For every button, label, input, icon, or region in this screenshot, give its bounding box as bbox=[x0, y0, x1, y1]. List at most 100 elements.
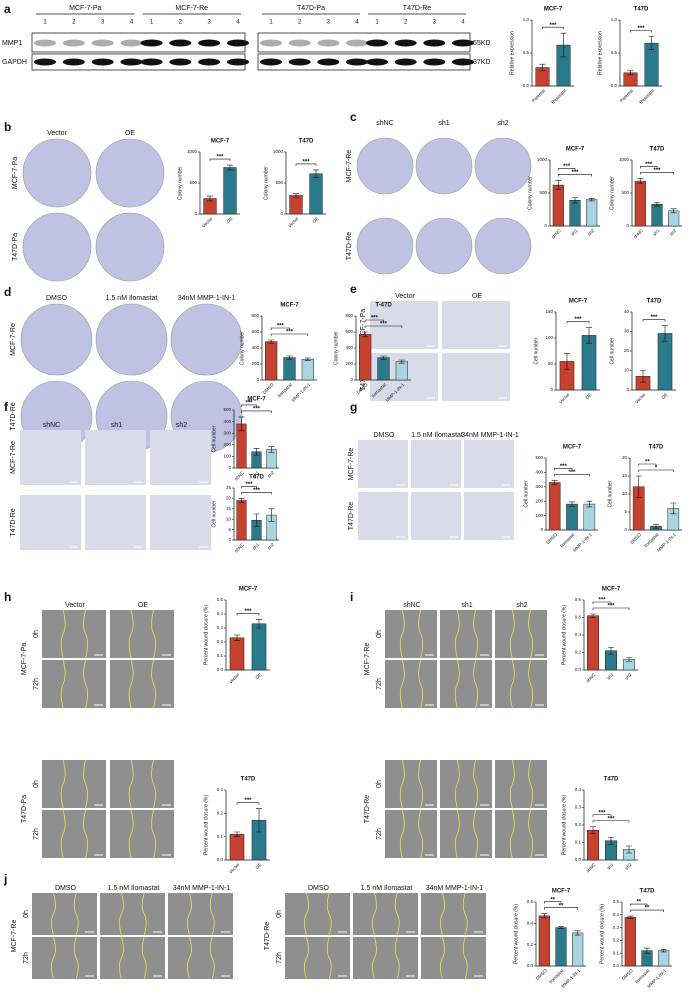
significance-bracket bbox=[241, 492, 272, 495]
y-tick-label: 1000 bbox=[537, 157, 548, 162]
y-axis-label: Cell number bbox=[523, 480, 529, 507]
error-bar bbox=[569, 501, 575, 507]
wound-edge bbox=[304, 936, 309, 980]
time-label: 0h bbox=[376, 780, 383, 788]
wound-edge bbox=[399, 759, 405, 809]
significance-bracket bbox=[592, 601, 612, 604]
significance-label: *** bbox=[560, 464, 568, 470]
significance-bracket bbox=[592, 820, 630, 823]
wound-edge bbox=[128, 659, 134, 709]
row-label: MCF-7-Re bbox=[346, 150, 353, 183]
transwell-image bbox=[442, 301, 510, 349]
bar bbox=[538, 915, 550, 967]
y-tick-label: 0 bbox=[194, 211, 197, 216]
significance-label: *** bbox=[571, 170, 579, 176]
transwell-image bbox=[411, 440, 461, 488]
wound-edge bbox=[151, 659, 156, 709]
wound-edge bbox=[119, 892, 124, 936]
chart-title: T47D bbox=[650, 147, 665, 153]
y-tick-label: 0.3 bbox=[217, 625, 224, 630]
y-tick-label: 600 bbox=[345, 329, 353, 334]
column-label: 1.5 nM Ilomastat bbox=[108, 885, 160, 892]
x-tick-label: OE bbox=[660, 392, 668, 400]
y-tick-label: 15 bbox=[226, 506, 232, 511]
x-tick-label: Vector bbox=[287, 216, 300, 229]
y-tick-label: 10 bbox=[226, 516, 232, 521]
y-tick-label: 15 bbox=[622, 473, 628, 478]
wound-image bbox=[285, 937, 350, 979]
significance-bracket bbox=[241, 410, 272, 413]
y-tick-label: 50 bbox=[548, 361, 554, 366]
chart-title: T47D bbox=[604, 777, 619, 783]
bar bbox=[658, 950, 670, 967]
y-tick-label: 40 bbox=[624, 309, 630, 314]
x-tick-label: OE bbox=[254, 672, 262, 680]
bar bbox=[657, 333, 673, 391]
row-label: MCF-7-Pa bbox=[21, 643, 28, 675]
y-tick-label: 0.0 bbox=[611, 83, 618, 88]
y-tick-label: 400 bbox=[223, 419, 231, 424]
band bbox=[423, 39, 446, 47]
wound-edge bbox=[83, 809, 88, 859]
y-axis-label: Percent wound closure (%) bbox=[599, 904, 605, 964]
column-label: shNC bbox=[43, 422, 61, 429]
blot-row-label: MMP1 bbox=[2, 40, 22, 47]
bar bbox=[581, 335, 597, 391]
wound-edge bbox=[51, 892, 56, 936]
wound-edge bbox=[187, 936, 192, 980]
row-label: T47D-Re bbox=[10, 508, 17, 537]
colony-image bbox=[22, 212, 92, 282]
band bbox=[198, 58, 221, 66]
time-label: 0h bbox=[33, 630, 40, 638]
y-tick-label: 1000 bbox=[619, 157, 630, 162]
significance-label: *** bbox=[277, 324, 285, 330]
wound-image bbox=[385, 660, 437, 708]
error-bar bbox=[608, 836, 614, 845]
y-axis-label: Colony number bbox=[333, 331, 339, 365]
significance-bracket bbox=[630, 909, 664, 913]
significance-label: *** bbox=[380, 322, 388, 328]
error-bar bbox=[555, 180, 562, 190]
column-label: DMSO bbox=[46, 295, 68, 302]
lane-label: 1 bbox=[375, 20, 379, 26]
error-bar bbox=[660, 949, 667, 953]
x-tick-label: shNC bbox=[632, 227, 644, 239]
wound-edge bbox=[151, 609, 156, 659]
wound-edge bbox=[326, 892, 332, 936]
lane-label: 1 bbox=[150, 20, 154, 26]
wound-image bbox=[100, 893, 165, 935]
chart-title: MCF-7 bbox=[239, 587, 258, 593]
x-tick-label: Ilomastat bbox=[277, 381, 294, 398]
error-bar bbox=[256, 808, 262, 833]
y-tick-label: 500 bbox=[535, 455, 543, 460]
significance-label: ** bbox=[645, 460, 650, 466]
column-label: 34nM MMP-1-IN-1 bbox=[178, 295, 236, 302]
bar bbox=[552, 184, 564, 227]
y-tick-label: 10 bbox=[624, 368, 630, 373]
wound-image bbox=[285, 893, 350, 935]
error-bar bbox=[590, 613, 596, 618]
significance-label: *** bbox=[253, 407, 261, 413]
y-tick-label: 200 bbox=[345, 361, 353, 366]
column-label: 1.5 nM Ilomastat bbox=[411, 432, 463, 439]
time-label: 0h bbox=[276, 910, 283, 918]
lane-label: 2 bbox=[298, 20, 302, 26]
x-tick-label: Vector bbox=[558, 392, 571, 405]
y-tick-label: 20 bbox=[226, 496, 232, 501]
y-tick-label: 0.1 bbox=[575, 840, 582, 845]
wound-edge bbox=[141, 892, 147, 936]
significance-bracket bbox=[642, 319, 666, 322]
x-tick-label: MMP-1-IN-1 bbox=[572, 532, 593, 553]
y-tick-label: 10 bbox=[622, 491, 628, 496]
x-tick-label: OE bbox=[254, 862, 262, 870]
error-bar bbox=[648, 36, 655, 50]
band bbox=[120, 58, 143, 66]
error-bar bbox=[560, 32, 567, 58]
significance-label: *** bbox=[637, 26, 645, 32]
y-axis-label: Percent wound closure (%) bbox=[203, 795, 209, 855]
transwell-image bbox=[85, 495, 146, 550]
error-bar bbox=[640, 370, 646, 383]
significance-bracket bbox=[640, 172, 674, 175]
lane-label: 2 bbox=[72, 20, 76, 26]
y-tick-label: 0.5 bbox=[217, 597, 224, 602]
